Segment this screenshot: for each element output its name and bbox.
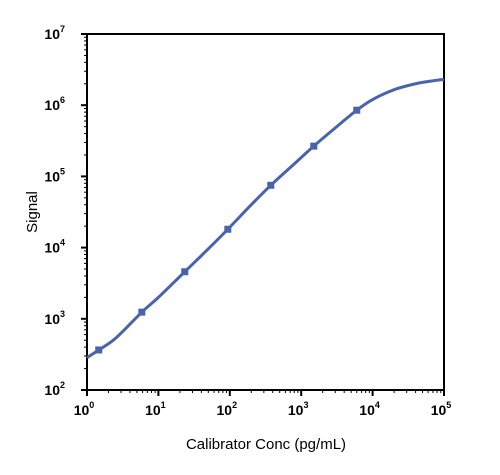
data-point-marker [267, 181, 275, 189]
x-tick-label: 105 [431, 400, 452, 418]
y-tick-label: 105 [44, 166, 65, 184]
data-point-marker [95, 346, 103, 354]
y-tick-label: 104 [44, 238, 65, 256]
plot-frame [86, 33, 445, 391]
x-tick-label: 103 [288, 400, 309, 418]
data-point-marker [224, 225, 232, 233]
fit-curve-line [86, 77, 445, 359]
data-point-marker [138, 308, 146, 316]
y-tick-label: 107 [44, 24, 65, 42]
y-axis-title: Signal [24, 191, 41, 233]
x-tick-label: 101 [145, 400, 166, 418]
y-tick-label: 103 [44, 309, 65, 327]
y-tick-label: 102 [44, 380, 65, 398]
y-tick-label: 106 [44, 95, 65, 113]
x-tick-label: 100 [74, 400, 95, 418]
data-point-marker [310, 142, 318, 150]
x-axis-title: Calibrator Conc (pg/mL) [186, 436, 346, 453]
data-point-marker [353, 106, 361, 114]
data-point-marker [181, 268, 189, 276]
x-tick-label: 102 [217, 400, 238, 418]
x-tick-label: 104 [359, 400, 380, 418]
